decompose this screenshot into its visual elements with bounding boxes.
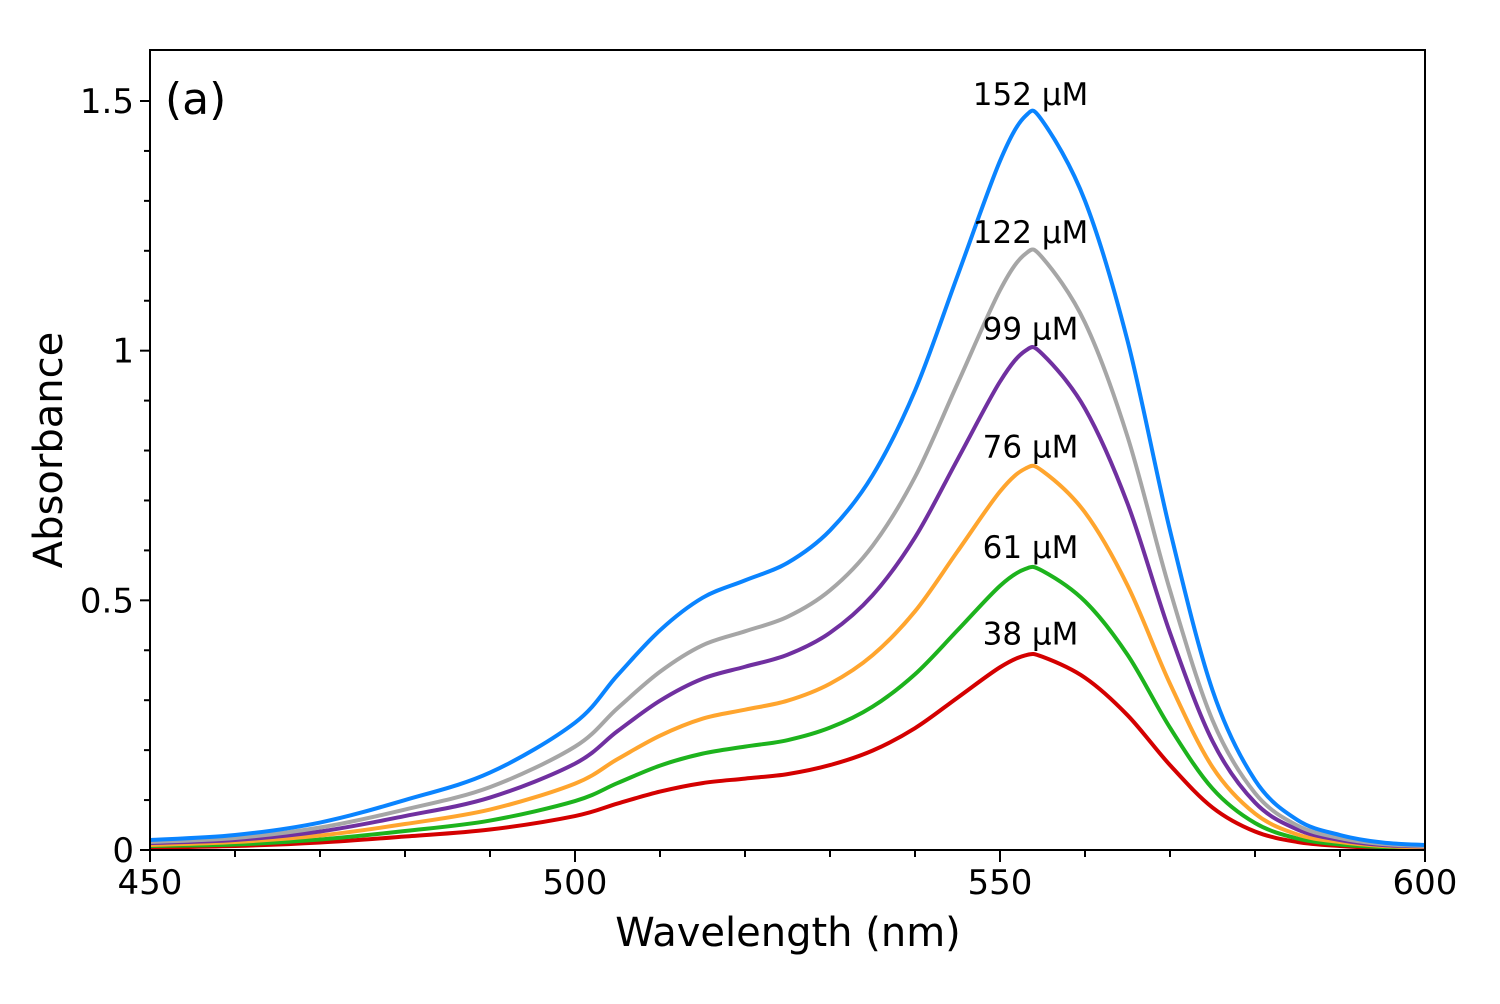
panel-label: (a) <box>165 74 226 125</box>
series-label: 122 µM <box>973 215 1089 251</box>
x-tick-label: 500 <box>543 863 608 903</box>
x-axis-label: Wavelength (nm) <box>615 910 961 956</box>
series-label: 99 µM <box>983 312 1079 348</box>
series-label: 38 µM <box>983 616 1079 652</box>
series-line <box>149 345 1426 849</box>
series-label: 152 µM <box>973 77 1089 113</box>
y-tick-label: 1 <box>112 332 134 372</box>
series-label: 76 µM <box>983 430 1079 466</box>
x-tick-label: 550 <box>968 863 1033 903</box>
y-tick-label: 1.5 <box>80 82 134 122</box>
series-line <box>149 564 1426 851</box>
series-line <box>149 463 1426 850</box>
series-labels: 38 µM 61 µM 76 µM 99 µM 122 µM 152 µM <box>973 77 1089 652</box>
series-curves <box>149 108 1426 851</box>
series-line <box>149 247 1426 849</box>
series-label: 61 µM <box>983 530 1079 566</box>
series-line <box>149 651 1426 851</box>
y-axis-label: Absorbance <box>26 332 72 568</box>
plot-frame <box>149 49 1426 851</box>
x-tick-label: 450 <box>118 863 183 903</box>
x-axis-ticks: 450 500 550 600 <box>118 850 1458 903</box>
x-tick-label: 600 <box>1393 863 1458 903</box>
y-axis-ticks: 0 0.5 1 1.5 <box>80 82 150 871</box>
series-line <box>149 108 1426 848</box>
y-tick-label: 0.5 <box>80 581 134 621</box>
y-tick-label: 0 <box>112 831 134 871</box>
